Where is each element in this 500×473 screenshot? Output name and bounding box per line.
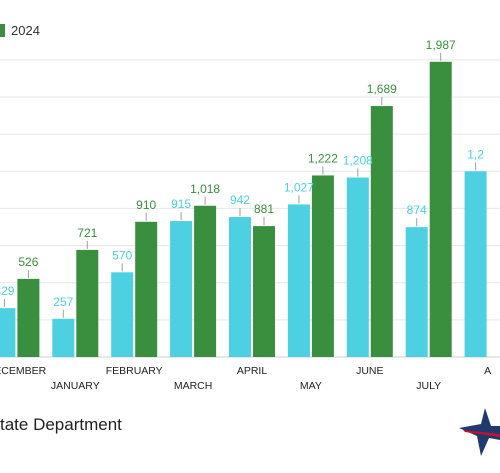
data-label-june-series-1: 1,689 bbox=[367, 82, 397, 96]
bar-january-series-1 bbox=[76, 249, 99, 357]
data-label-december-series-1: 526 bbox=[18, 255, 38, 269]
legend: 2024 bbox=[0, 23, 40, 38]
data-label-may-series-0: 1,027 bbox=[284, 180, 314, 194]
x-tick-label-february: FEBRUARY bbox=[106, 365, 163, 377]
data-label-may-series-1: 1,222 bbox=[308, 151, 338, 165]
bar-june-series-1 bbox=[370, 106, 393, 357]
bar-february-series-0 bbox=[111, 272, 134, 357]
bar-chart: 23295262577215709109151,0189428811,0271,… bbox=[0, 38, 500, 392]
data-label-july-series-0: 874 bbox=[407, 203, 427, 217]
data-label-march-series-0: 915 bbox=[171, 197, 191, 211]
bar-march-series-0 bbox=[170, 221, 193, 357]
bar-april-series-0 bbox=[229, 217, 251, 357]
bar-may-series-0 bbox=[287, 204, 310, 357]
data-label-april-series-1: 881 bbox=[254, 202, 274, 216]
bar-february-series-1 bbox=[135, 221, 158, 357]
data-label-february-series-0: 570 bbox=[112, 248, 132, 262]
x-tick-label-july: JULY bbox=[416, 380, 441, 392]
legend-label-2024: 2024 bbox=[11, 23, 40, 38]
data-label-january-series-1: 721 bbox=[77, 226, 97, 240]
data-label-june-series-0: 1,208 bbox=[343, 154, 373, 168]
data-label-january-series-0: 257 bbox=[53, 295, 73, 309]
bar-august-series-0 bbox=[464, 171, 487, 357]
data-label-february-series-1: 910 bbox=[136, 198, 156, 212]
x-tick-label-may: MAY bbox=[300, 380, 322, 392]
star-logo-icon bbox=[459, 408, 500, 456]
x-tick-label-january: JANUARY bbox=[51, 380, 100, 392]
bar-december-series-0 bbox=[0, 308, 16, 357]
bar-july-series-1 bbox=[429, 61, 452, 357]
source-text: tate Department bbox=[0, 415, 122, 434]
bar-june-series-0 bbox=[346, 177, 369, 357]
bar-december-series-1 bbox=[17, 278, 40, 357]
legend-swatch-2024 bbox=[0, 24, 5, 37]
x-tick-label-august: A bbox=[484, 365, 491, 377]
bar-march-series-1 bbox=[194, 205, 217, 357]
data-label-july-series-1: 1,987 bbox=[426, 38, 456, 52]
data-label-august-series-0: 1,2 bbox=[467, 147, 484, 161]
x-tick-label-march: MARCH bbox=[174, 380, 213, 392]
bar-january-series-0 bbox=[52, 318, 75, 357]
bar-april-series-1 bbox=[253, 226, 275, 357]
x-tick-label-april: APRIL bbox=[237, 365, 268, 377]
x-tick-label-december: DECEMBER bbox=[0, 365, 47, 377]
bar-july-series-0 bbox=[405, 227, 428, 357]
data-label-march-series-1: 1,018 bbox=[190, 182, 220, 196]
bar-may-series-1 bbox=[311, 175, 334, 357]
x-tick-label-june: JUNE bbox=[356, 365, 383, 377]
data-label-april-series-0: 942 bbox=[230, 193, 250, 207]
data-label-december-series-0: 329 bbox=[0, 284, 15, 298]
